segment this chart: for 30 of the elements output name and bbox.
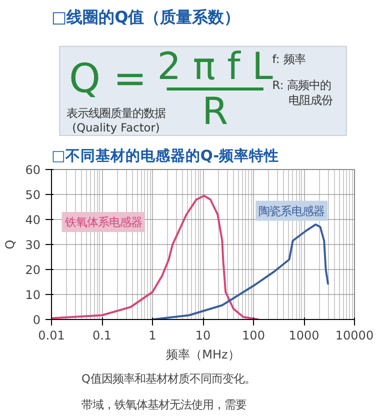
text: 电阻成份 xyxy=(288,92,332,107)
x-tick-label: 0.1 xyxy=(92,328,112,342)
y-tick-label: 60 xyxy=(25,163,41,177)
text: 表示线圈质量的数据 xyxy=(66,106,166,120)
text: 带域，铁氧体基材无法使用，需要 xyxy=(82,398,246,412)
x-tick-label: 10000 xyxy=(335,328,374,342)
text: Q值因频率和基材材质不同而变化。 xyxy=(82,372,256,386)
y-tick-label: 20 xyxy=(25,263,41,277)
y-axis-title: Q xyxy=(3,240,18,250)
text: 2 π f L xyxy=(157,44,274,88)
series-label: 陶瓷系电感器 xyxy=(258,204,325,218)
x-axis-title: 频率（MHz） xyxy=(166,348,240,362)
x-tick-label: 0.01 xyxy=(38,328,65,342)
text: R: 高频中的 xyxy=(272,78,332,92)
text: Q = xyxy=(69,56,147,102)
y-tick-label: 30 xyxy=(25,238,41,252)
text: R xyxy=(202,88,228,133)
x-tick-label: 1000 xyxy=(288,328,320,342)
x-tick-label: 10 xyxy=(195,328,211,342)
text: □线圈的Q值（质量系数） xyxy=(52,8,240,26)
chart-title: □不同基材的电感器的Q-频率特性 xyxy=(52,146,280,164)
y-tick-label: 10 xyxy=(25,288,41,302)
y-tick-label: 40 xyxy=(25,213,41,227)
x-tick-label: 100 xyxy=(242,328,265,342)
text: f: 频率 xyxy=(272,52,306,66)
x-tick-label: 1 xyxy=(148,328,156,342)
y-tick-label: 50 xyxy=(25,188,41,202)
text: 铁氧体系电感器 xyxy=(64,215,142,229)
y-tick-label: 0 xyxy=(32,313,41,327)
text: (Quality Factor) xyxy=(72,120,160,135)
